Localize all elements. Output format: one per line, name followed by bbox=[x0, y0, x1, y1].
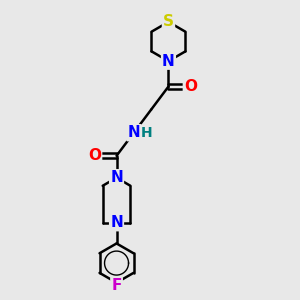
Text: O: O bbox=[184, 79, 197, 94]
Text: N: N bbox=[110, 215, 123, 230]
Text: O: O bbox=[88, 148, 101, 163]
Text: N: N bbox=[162, 54, 175, 69]
Text: N: N bbox=[128, 125, 140, 140]
Text: F: F bbox=[111, 278, 122, 293]
Text: N: N bbox=[110, 170, 123, 185]
Text: H: H bbox=[141, 126, 152, 140]
Text: S: S bbox=[163, 14, 174, 29]
